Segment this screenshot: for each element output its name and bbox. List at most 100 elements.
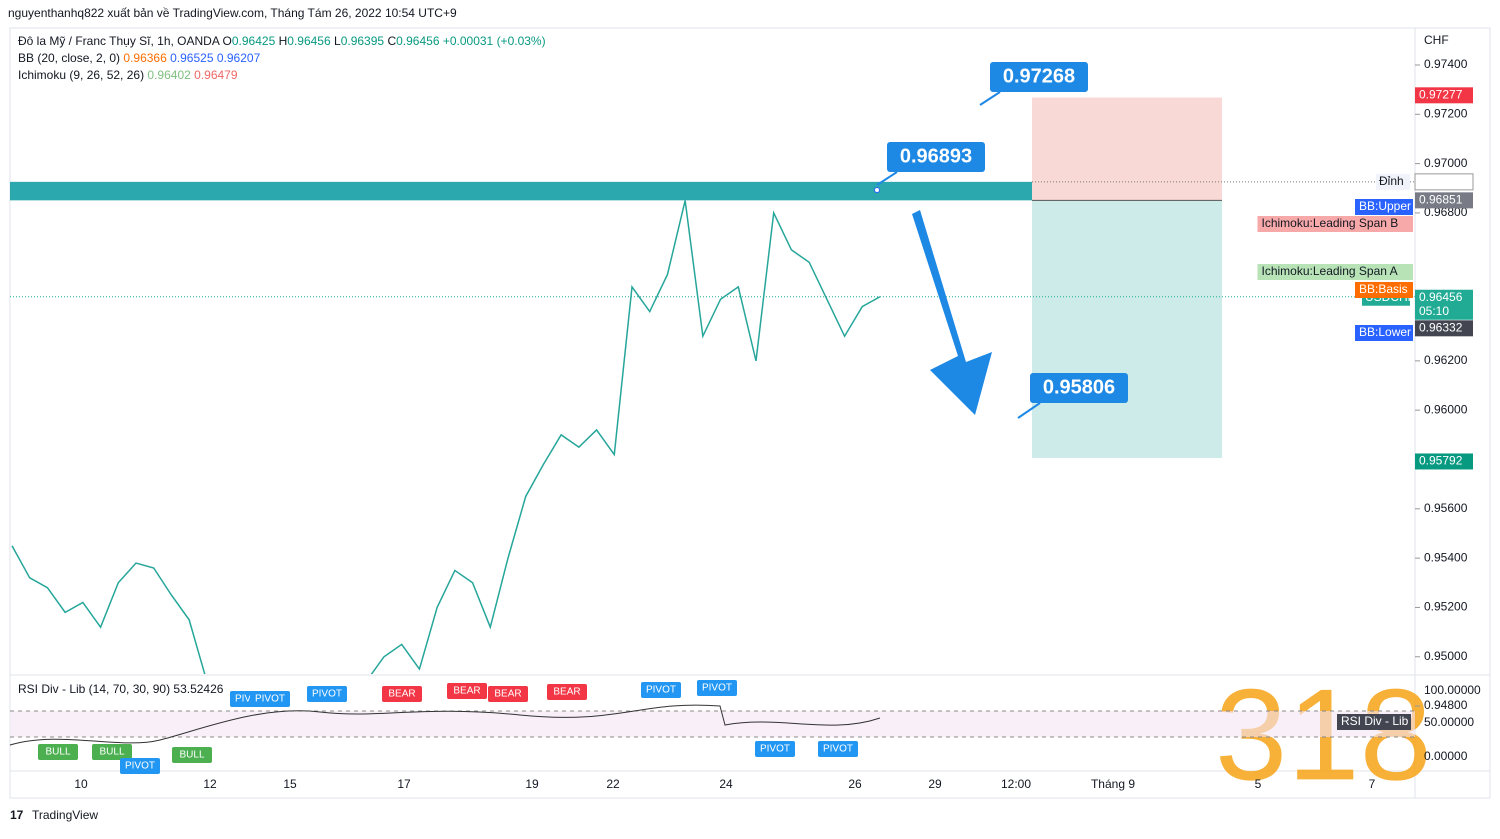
change: +0.00031 (+0.03%)	[443, 34, 546, 48]
signal-badge	[172, 747, 212, 763]
y-tick-label: 0.96200	[1424, 353, 1468, 367]
currency: CHF	[1424, 33, 1449, 47]
signal-badge	[120, 758, 160, 774]
signal-badge	[547, 684, 587, 700]
badge-label: 0.95792	[1419, 454, 1463, 468]
y-tick-label: 0.97400	[1424, 57, 1468, 71]
signal-badge	[307, 686, 347, 702]
signal-badge	[250, 691, 290, 707]
rsi-band	[10, 711, 1415, 737]
resistance-band	[10, 181, 1032, 201]
badge	[1415, 320, 1473, 337]
signal-label: PIVOT	[255, 694, 285, 705]
header: nguyenthanhq822 xuất bản về TradingView.…	[8, 6, 457, 20]
y-tick-label: 0.97200	[1424, 106, 1468, 120]
legend-line: Đô la Mỹ / Franc Thụy Sĩ, 1h, OANDA O0.9…	[18, 34, 546, 48]
x-tick-label: 17	[397, 777, 411, 791]
badge-label: BB:Lower	[1359, 325, 1411, 339]
rsi-tick: 0.00000	[1424, 749, 1468, 763]
callout-box	[990, 62, 1088, 92]
stop-zone	[1032, 97, 1222, 201]
signal-label: PIVOT	[312, 689, 342, 700]
callout-label: 0.96893	[900, 145, 972, 167]
bb-value: 0.96366	[123, 51, 167, 65]
badge	[1257, 264, 1413, 280]
badge	[1414, 173, 1474, 191]
signal-badge	[488, 686, 528, 702]
x-tick-label: 22	[606, 777, 620, 791]
badge	[1415, 192, 1473, 209]
badge	[1355, 282, 1413, 298]
ohlc-key: C	[387, 34, 396, 48]
signal-label: PIVOT	[646, 685, 676, 696]
y-tick-label: 0.95000	[1424, 649, 1468, 663]
x-tick-label: 7	[1369, 777, 1376, 791]
signal-label: BEAR	[494, 689, 521, 700]
down-arrow	[912, 210, 992, 415]
ohlc-value: 0.96425	[232, 34, 276, 48]
callout-box	[887, 142, 985, 172]
frame	[9, 27, 1491, 799]
x-tick-label: 19	[525, 777, 539, 791]
badge-label: 0.96332	[1419, 320, 1463, 334]
callout-label: 0.95806	[1043, 376, 1115, 398]
signal-label: BEAR	[453, 686, 480, 697]
ohlc-key: O	[223, 34, 232, 48]
ohlc-value: 0.96456	[396, 34, 440, 48]
y-tick-label: 0.95400	[1424, 550, 1468, 564]
x-tick-label: 24	[719, 777, 733, 791]
badge-tag	[1376, 173, 1410, 190]
badge	[1257, 216, 1413, 232]
badge	[1355, 199, 1413, 215]
x-tick-label: 29	[928, 777, 942, 791]
signal-label: BULL	[179, 750, 204, 761]
badge-sub: 05:10	[1419, 304, 1449, 318]
badge-label: 0.96926	[1419, 174, 1463, 188]
badge	[1415, 87, 1473, 104]
plot	[10, 97, 1415, 674]
signal-badge	[641, 682, 681, 698]
entry-point	[874, 186, 880, 193]
badge	[1355, 325, 1413, 341]
signal-label: PIVOT	[702, 683, 732, 694]
x-tick-label: Tháng 9	[1091, 777, 1135, 791]
signal-label: PIVOT	[125, 761, 155, 772]
signal-label: PIVOT	[823, 744, 853, 755]
callout-pointer	[1017, 402, 1041, 419]
x-tick-label: 12	[203, 777, 217, 791]
rsi-tag-box	[1337, 714, 1411, 730]
ohlc-value: 0.96456	[287, 34, 331, 48]
signal-badge	[382, 686, 422, 702]
y-tick-label: 0.95600	[1424, 501, 1468, 515]
signal-badge	[92, 744, 132, 760]
signal-badge	[755, 741, 795, 757]
signal-label: BEAR	[388, 689, 415, 700]
ohlc-key: L	[334, 34, 341, 48]
badge-label: 0.96851	[1419, 193, 1463, 207]
signal-badge	[818, 741, 858, 757]
ichimoku-value: 0.96402	[147, 68, 191, 82]
signal-badge	[38, 744, 78, 760]
callout-box	[1030, 373, 1128, 403]
y-tick-label: 0.96000	[1424, 402, 1468, 416]
badge-label: Ichimoku:Leading Span A	[1262, 264, 1398, 278]
y-tick-label: 0.95200	[1424, 600, 1468, 614]
rsi-tag: RSI Div - Lib	[1341, 714, 1409, 728]
rsi-line	[9, 704, 881, 746]
signal-label: PIVOT	[760, 744, 790, 755]
badge-tag-label: Đỉnh	[1379, 174, 1404, 188]
y-tick-label: 0.94800	[1424, 698, 1468, 712]
y-tick-label: 0.97000	[1424, 156, 1468, 170]
callout-label: 0.97268	[1003, 65, 1075, 87]
badge-label: 0.96456	[1419, 290, 1463, 304]
badge	[1415, 289, 1473, 320]
x-tick-label: 12:00	[1001, 777, 1031, 791]
bb-value: 0.96207	[217, 51, 261, 65]
signal-label: BULL	[45, 747, 70, 758]
bb-value: 0.96525	[170, 51, 214, 65]
callout-pointer	[876, 171, 898, 186]
signal-badge	[447, 683, 487, 699]
legend-line: Ichimoku (9, 26, 52, 26) 0.96402 0.96479	[18, 68, 238, 82]
legend-line: BB (20, close, 2, 0) 0.96366 0.96525 0.9…	[18, 51, 261, 65]
